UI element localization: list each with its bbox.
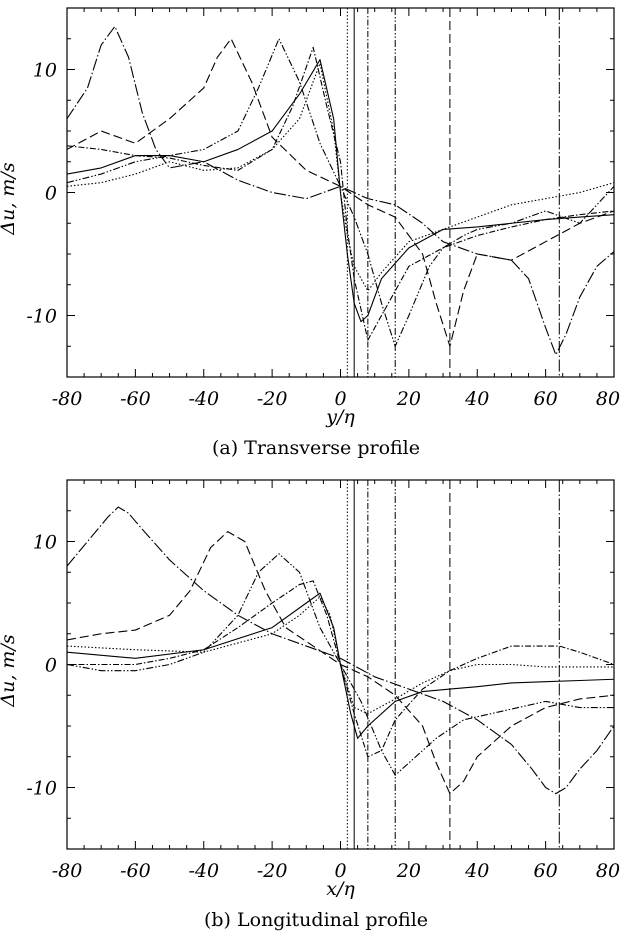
y-tick-label: 10 xyxy=(33,532,57,554)
series-line-4 xyxy=(67,38,614,347)
x-tick-label: -60 xyxy=(120,860,151,882)
series-line-4 xyxy=(67,553,614,776)
y-tick-label: 10 xyxy=(33,60,57,82)
x-tick-label: -40 xyxy=(188,860,219,882)
chart-panel-b: -80 -60 -40 -20 0 20 40 60 80 -10 0 10 x/η Δu, m/s (b)… xyxy=(0,479,620,931)
series-line-3 xyxy=(67,580,614,758)
x-tick-label: -40 xyxy=(188,388,219,410)
panel-caption: (b) Longitudinal profile xyxy=(204,909,428,931)
series-line-1 xyxy=(67,596,614,715)
x-tick-label: 80 xyxy=(596,388,620,410)
x-tick-label: 60 xyxy=(534,388,558,410)
x-tick-label: 20 xyxy=(396,860,421,882)
panel-caption: (a) Transverse profile xyxy=(212,437,420,459)
x-tick-label: -60 xyxy=(120,388,151,410)
series-line-6 xyxy=(67,506,614,795)
series-line-6 xyxy=(67,25,614,356)
x-tick-label: 80 xyxy=(596,860,620,882)
x-tick-label: 40 xyxy=(464,388,489,410)
series-line-3 xyxy=(67,46,614,341)
x-axis-title: x/η xyxy=(326,878,355,900)
x-tick-label: -20 xyxy=(257,388,288,410)
x-tick-label: 0 xyxy=(334,860,346,882)
x-tick-label: -80 xyxy=(52,388,83,410)
x-tick-label: -20 xyxy=(257,860,288,882)
y-axis-title: Δu, m/s xyxy=(0,162,19,235)
y-tick-label: -10 xyxy=(26,306,57,328)
series-line-1 xyxy=(67,62,614,292)
y-tick-label: -10 xyxy=(26,778,57,800)
x-tick-label: 40 xyxy=(464,860,489,882)
x-tick-label: 60 xyxy=(534,860,558,882)
x-tick-label: 0 xyxy=(334,388,346,410)
series-line-2 xyxy=(67,59,614,323)
series-line-5 xyxy=(67,531,614,795)
chart-panel-a: -80 -60 -40 -20 0 20 40 60 80 -10 0 10 y/η Δu, m/s (a)… xyxy=(0,7,620,459)
x-tick-label: -80 xyxy=(52,860,83,882)
y-axis-title: Δu, m/s xyxy=(0,634,19,707)
x-tick-label: 20 xyxy=(396,388,421,410)
y-tick-label: 0 xyxy=(45,183,57,205)
y-tick-label: 0 xyxy=(45,655,57,677)
x-axis-title: y/η xyxy=(325,406,355,428)
series-line-2 xyxy=(67,592,614,739)
